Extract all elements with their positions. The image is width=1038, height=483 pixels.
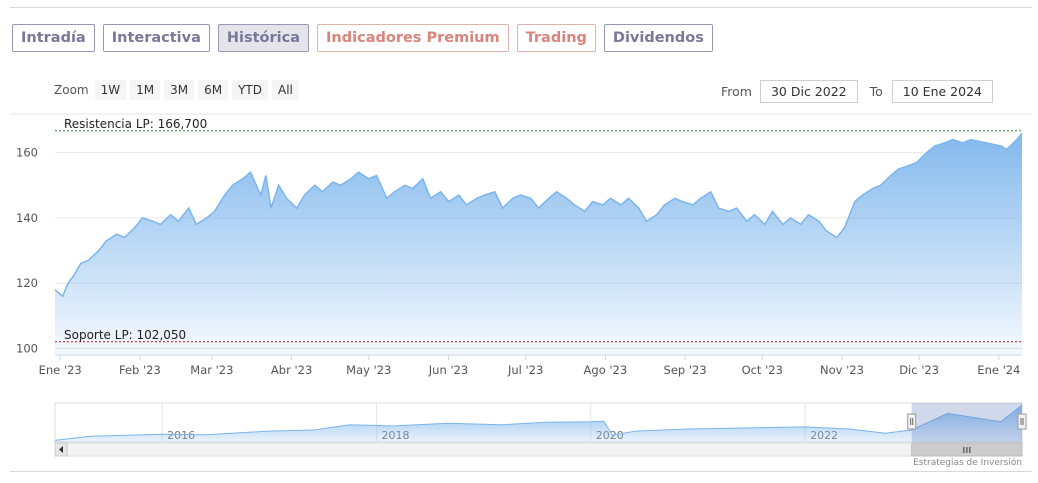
navigator-left-handle[interactable] bbox=[907, 413, 917, 430]
from-label: From bbox=[721, 84, 752, 99]
bottom-divider bbox=[10, 471, 1032, 472]
navigator-year-label: 2016 bbox=[167, 429, 195, 442]
navigator-selection bbox=[911, 403, 1022, 442]
resistance-label: Resistencia LP: 166,700 bbox=[64, 117, 207, 131]
x-tick-label: Abr '23 bbox=[271, 363, 312, 377]
zoom-all-button[interactable]: All bbox=[272, 80, 299, 100]
date-range: From 30 Dic 2022 To 10 Ene 2024 bbox=[721, 80, 993, 103]
y-tick-label: 100 bbox=[16, 341, 38, 355]
navigator-area bbox=[55, 405, 1022, 442]
zoom-6m-button[interactable]: 6M bbox=[198, 80, 229, 100]
x-tick-label: Feb '23 bbox=[119, 363, 161, 377]
navigator-right-handle[interactable] bbox=[1017, 413, 1027, 430]
arrow-left-icon bbox=[59, 446, 63, 453]
top-divider bbox=[10, 7, 1032, 8]
navigator-line bbox=[54, 404, 1023, 441]
y-tick-label: 140 bbox=[16, 211, 38, 225]
scrollbar-track bbox=[54, 442, 1023, 457]
price-line bbox=[54, 132, 1023, 298]
navigator-year-label: 2022 bbox=[810, 429, 838, 442]
tab-dividendos[interactable]: Dividendos bbox=[603, 24, 713, 52]
tab-intradía[interactable]: Intradía bbox=[12, 24, 95, 52]
zoom-1w-button[interactable]: 1W bbox=[94, 80, 127, 100]
zoom-bar: Zoom 1W 1M 3M 6M YTD All bbox=[54, 80, 299, 100]
x-tick-label: Oct '23 bbox=[742, 363, 783, 377]
x-tick-label: Ene '24 bbox=[977, 363, 1020, 377]
y-tick-label: 160 bbox=[16, 146, 38, 160]
x-tick-label: Sep '23 bbox=[664, 363, 707, 377]
x-tick-label: Jul '23 bbox=[507, 363, 543, 377]
navigator-year-label: 2020 bbox=[596, 429, 624, 442]
credits: Estrategias de Inversión bbox=[913, 458, 1022, 468]
navigator-frame bbox=[54, 402, 1023, 443]
x-tick-label: Mar '23 bbox=[190, 363, 233, 377]
x-tick-label: Ene '23 bbox=[39, 363, 82, 377]
support-label: Soporte LP: 102,050 bbox=[64, 328, 186, 342]
scrollbar-right-button[interactable] bbox=[1009, 442, 1023, 457]
navigator-year-label: 2018 bbox=[382, 429, 410, 442]
chart-tabs: Intradía Interactiva Histórica Indicadores … bbox=[12, 24, 713, 52]
x-tick-label: Nov '23 bbox=[820, 363, 864, 377]
to-date-input[interactable]: 10 Ene 2024 bbox=[891, 80, 993, 103]
scrollbar-left-button[interactable] bbox=[54, 442, 68, 457]
zoom-ytd-button[interactable]: YTD bbox=[232, 80, 268, 100]
zoom-1m-button[interactable]: 1M bbox=[130, 80, 161, 100]
zoom-label: Zoom bbox=[54, 83, 89, 97]
x-tick-label: May '23 bbox=[346, 363, 391, 377]
scrollbar-thumb[interactable] bbox=[911, 442, 1023, 457]
to-label: To bbox=[869, 84, 883, 99]
x-tick-label: Ago '23 bbox=[584, 363, 628, 377]
x-tick-label: Dic '23 bbox=[899, 363, 939, 377]
tab-indicadores-premium[interactable]: Indicadores Premium bbox=[317, 24, 509, 52]
tab-interactiva[interactable]: Interactiva bbox=[102, 24, 210, 52]
tab-trading[interactable]: Trading bbox=[516, 24, 596, 52]
x-tick-label: Jun '23 bbox=[428, 363, 468, 377]
arrow-right-icon bbox=[1014, 446, 1018, 453]
from-date-input[interactable]: 30 Dic 2022 bbox=[759, 80, 858, 103]
price-area bbox=[55, 133, 1022, 355]
zoom-3m-button[interactable]: 3M bbox=[164, 80, 195, 100]
tab-histórica[interactable]: Histórica bbox=[217, 24, 310, 52]
y-tick-label: 120 bbox=[16, 276, 38, 290]
